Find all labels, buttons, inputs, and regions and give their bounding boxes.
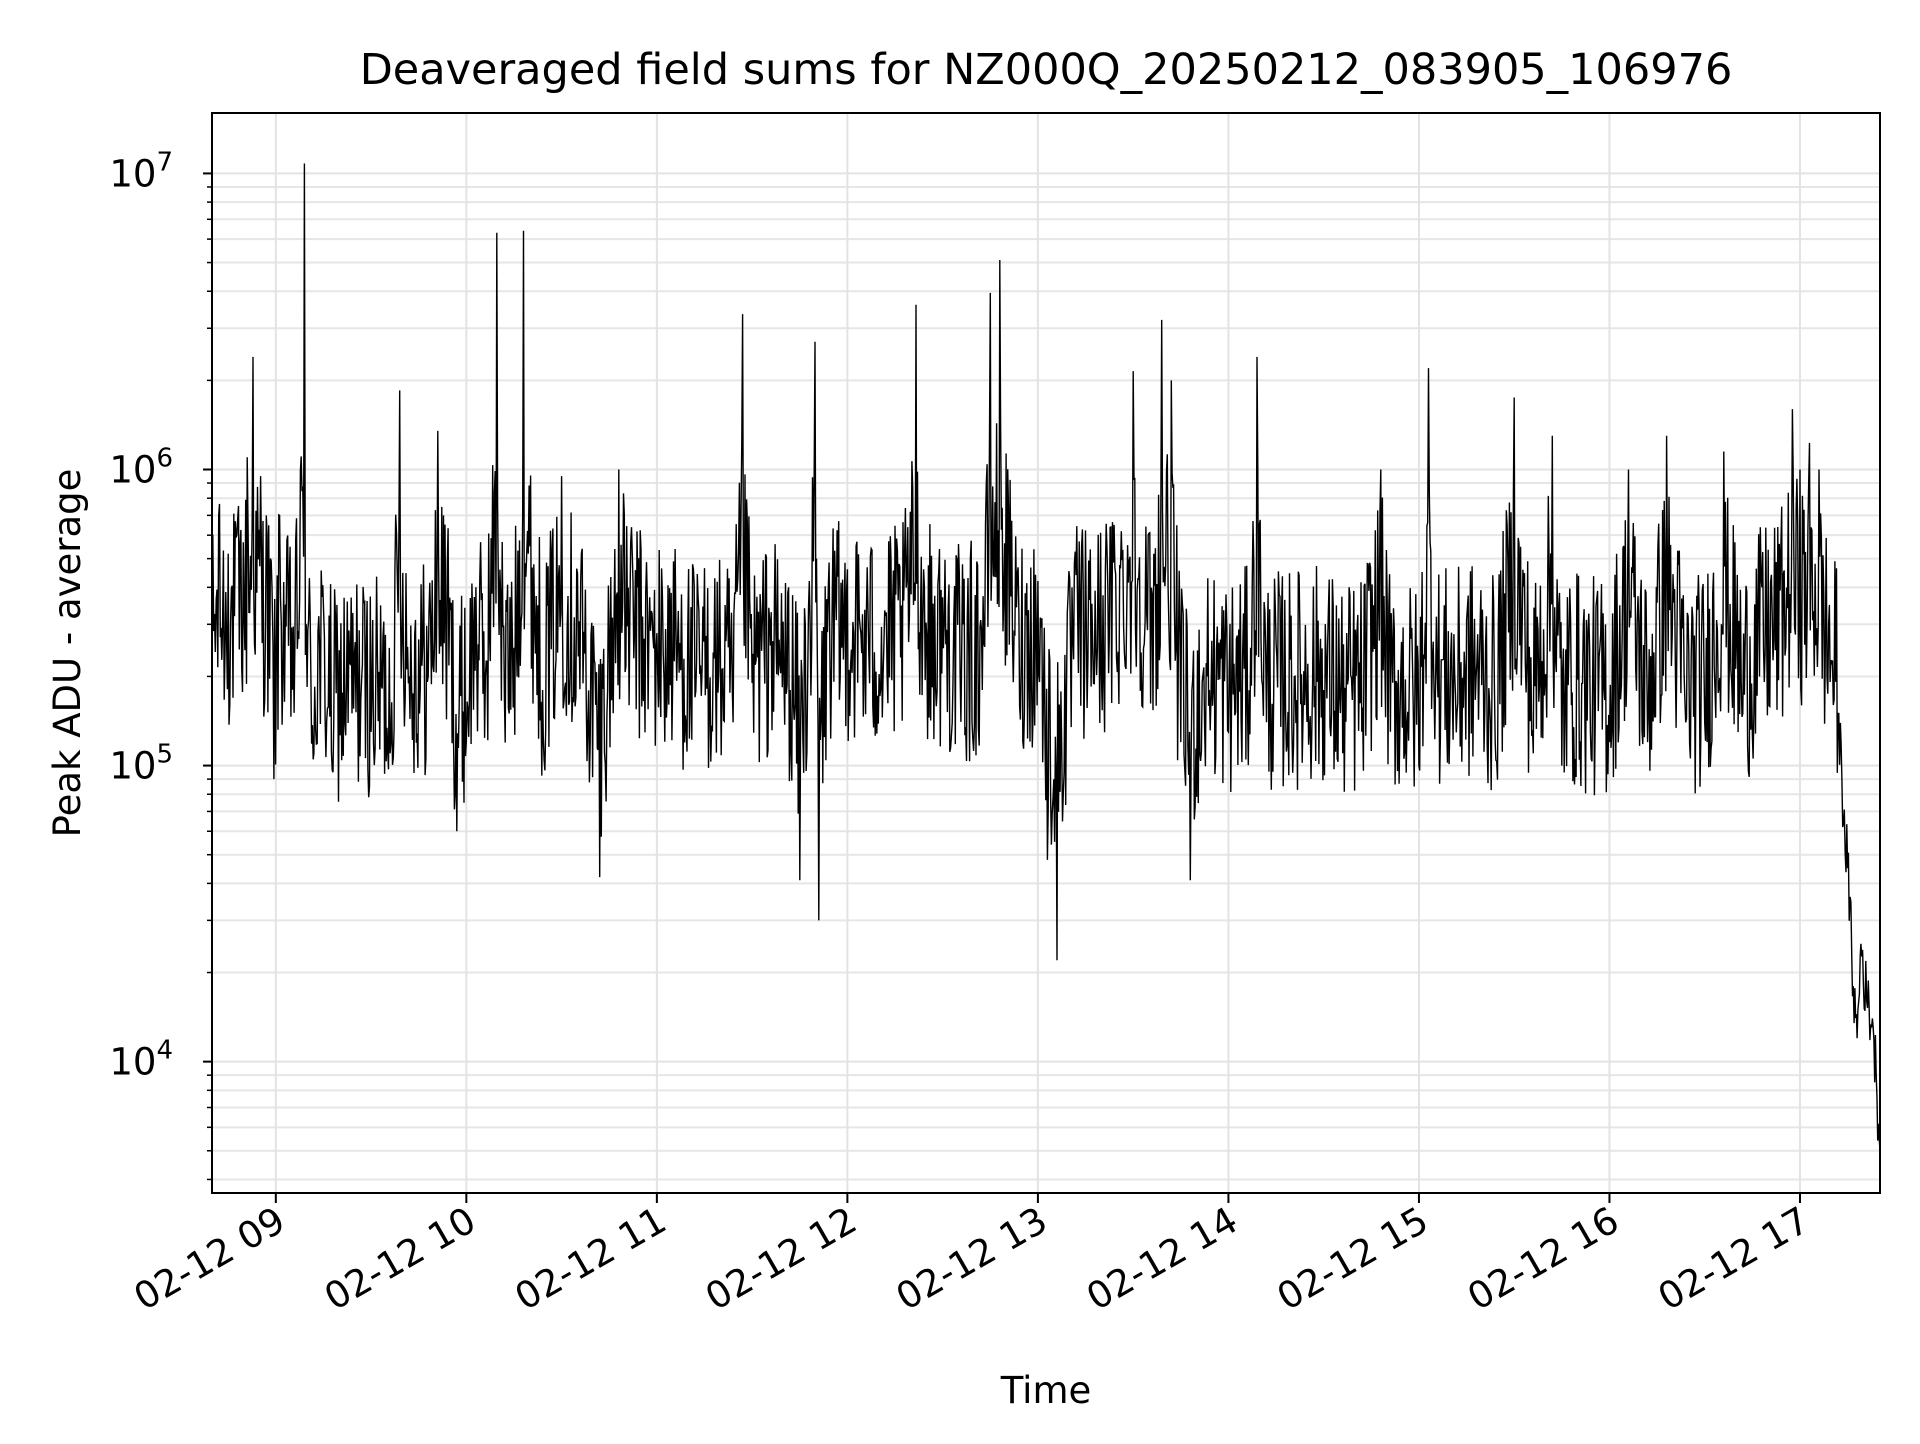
y-tick-label-exponent: 6 [156,444,173,474]
y-tick-label-base: 10 [109,449,156,492]
y-tick-label-base: 10 [109,152,156,195]
x-axis-label: Time [1000,1369,1092,1412]
chart-title: Deaveraged field sums for NZ000Q_2025021… [360,45,1733,95]
y-tick-label-base: 10 [109,745,156,788]
y-tick-label: 104 [109,1036,173,1084]
y-tick-label: 106 [109,444,173,492]
y-tick-label: 105 [109,740,173,788]
y-tick-label-exponent: 4 [156,1036,173,1066]
y-tick-label-base: 10 [109,1041,156,1084]
y-axis-label: Peak ADU - average [46,469,89,838]
y-tick-label-exponent: 7 [156,147,173,177]
y-tick-label-exponent: 5 [156,740,173,770]
series-line [212,163,1880,1151]
plot-frame [211,112,1881,1194]
y-tick-label: 107 [109,147,173,195]
